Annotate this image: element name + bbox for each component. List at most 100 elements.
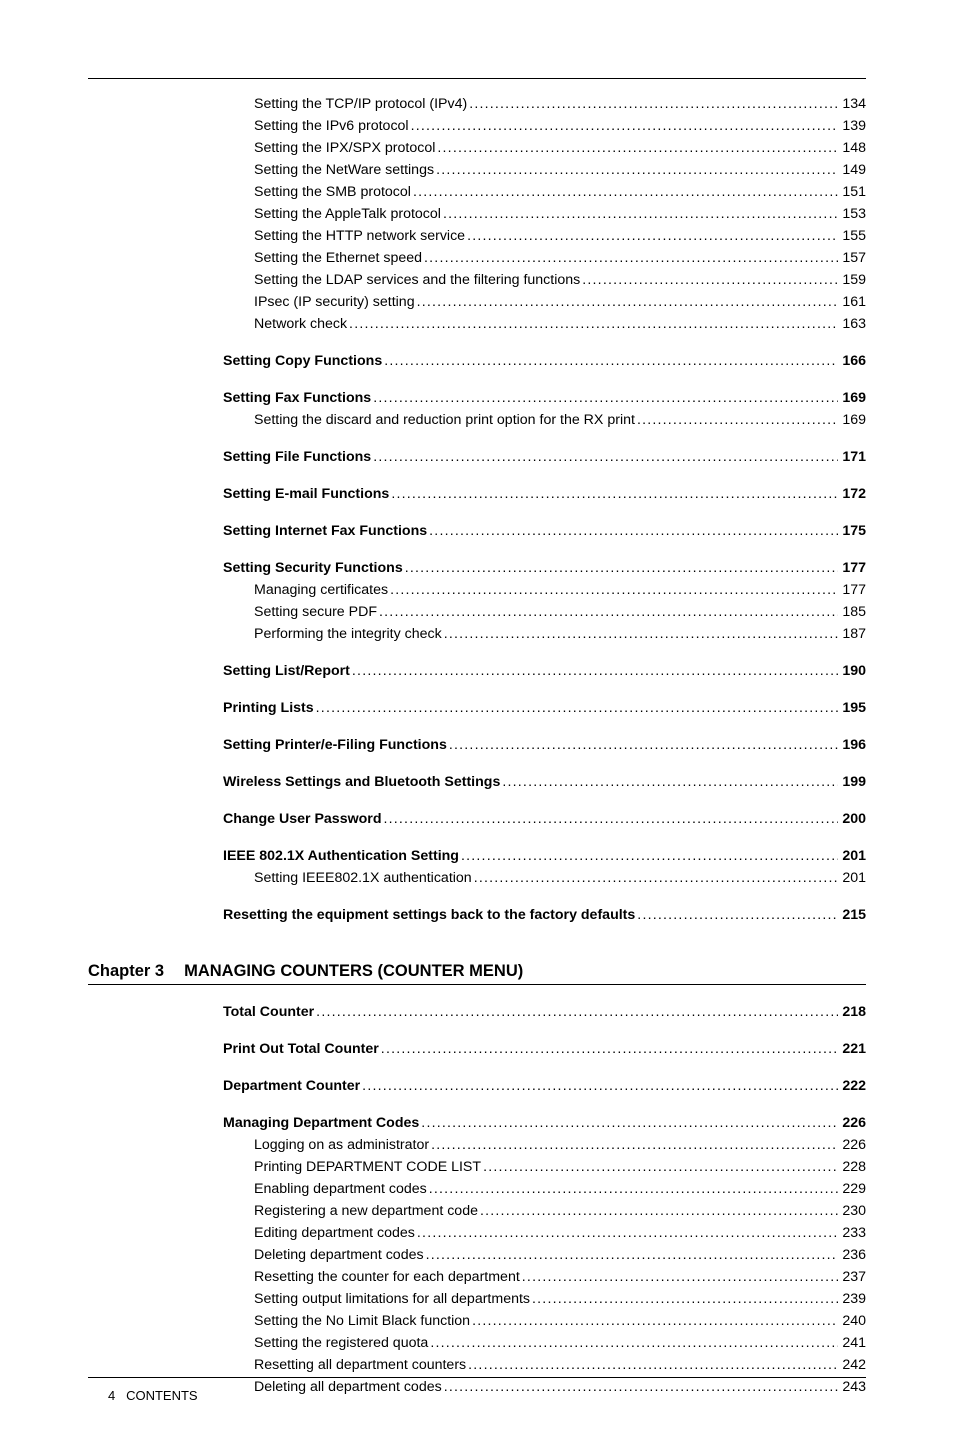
- toc-leader: ........................................…: [377, 601, 838, 623]
- toc-row[interactable]: Setting the discard and reduction print …: [88, 409, 866, 431]
- toc-row[interactable]: Total Counter ..........................…: [88, 1001, 866, 1023]
- toc-page: 222: [838, 1075, 866, 1097]
- toc-page: 169: [838, 387, 866, 409]
- toc-row[interactable]: Performing the integrity check .........…: [88, 623, 866, 645]
- toc-page: 171: [838, 446, 866, 468]
- toc-row[interactable]: Setting Fax Functions ..................…: [88, 387, 866, 409]
- toc-label: Printing Lists: [223, 697, 314, 719]
- toc-leader: ........................................…: [388, 579, 838, 601]
- toc-row[interactable]: Setting Security Functions .............…: [88, 557, 866, 579]
- toc-leader: ........................................…: [347, 313, 838, 335]
- toc-row[interactable]: Setting E-mail Functions ...............…: [88, 483, 866, 505]
- toc-page: 237: [838, 1266, 866, 1288]
- toc-leader: ........................................…: [441, 203, 838, 225]
- toc-label: Setting output limitations for all depar…: [254, 1288, 530, 1310]
- toc-row[interactable]: Print Out Total Counter ................…: [88, 1038, 866, 1060]
- toc-leader: ........................................…: [419, 1112, 838, 1134]
- toc-row[interactable]: Change User Password ...................…: [88, 808, 866, 830]
- toc-leader: ........................................…: [435, 137, 838, 159]
- toc-row[interactable]: Editing department codes ...............…: [88, 1222, 866, 1244]
- toc-row[interactable]: Resetting the equipment settings back to…: [88, 904, 866, 926]
- toc-label: Setting the NetWare settings: [254, 159, 434, 181]
- chapter-heading: Chapter 3 MANAGING COUNTERS (COUNTER MEN…: [88, 962, 866, 985]
- toc-label: Print Out Total Counter: [223, 1038, 379, 1060]
- toc-label: Deleting department codes: [254, 1244, 424, 1266]
- toc-group: Setting the TCP/IP protocol (IPv4) .....…: [88, 93, 866, 335]
- toc-leader: ........................................…: [350, 660, 838, 682]
- toc-label: Performing the integrity check: [254, 623, 442, 645]
- toc-group: IEEE 802.1X Authentication Setting .....…: [88, 845, 866, 889]
- toc-group: Managing Department Codes ..............…: [88, 1112, 866, 1398]
- toc-label: Editing department codes: [254, 1222, 415, 1244]
- toc-row[interactable]: Managing Department Codes ..............…: [88, 1112, 866, 1134]
- toc-page: 200: [838, 808, 866, 830]
- toc-leader: ........................................…: [465, 225, 838, 247]
- toc-page: 187: [838, 623, 866, 645]
- toc-row[interactable]: Registering a new department code ......…: [88, 1200, 866, 1222]
- toc-row[interactable]: Network check ..........................…: [88, 313, 866, 335]
- toc-row[interactable]: Resetting all department counters ......…: [88, 1354, 866, 1376]
- toc-label: Resetting the counter for each departmen…: [254, 1266, 520, 1288]
- toc-label: Setting the IPv6 protocol: [254, 115, 409, 137]
- toc-row[interactable]: Wireless Settings and Bluetooth Settings…: [88, 771, 866, 793]
- toc-label: Setting Copy Functions: [223, 350, 382, 372]
- toc-row[interactable]: Deleting all department codes ..........…: [88, 1376, 866, 1398]
- toc-label: Setting Internet Fax Functions: [223, 520, 427, 542]
- toc-row[interactable]: Setting Copy Functions .................…: [88, 350, 866, 372]
- toc-page: 190: [838, 660, 866, 682]
- toc-group: Total Counter ..........................…: [88, 1001, 866, 1023]
- toc-page: 177: [838, 557, 866, 579]
- toc-row[interactable]: Setting the Ethernet speed .............…: [88, 247, 866, 269]
- toc-leader: ........................................…: [481, 1156, 838, 1178]
- chapter-block: Chapter 3 MANAGING COUNTERS (COUNTER MEN…: [88, 962, 866, 1398]
- toc-leader: ........................................…: [472, 867, 839, 889]
- toc-row[interactable]: Setting File Functions .................…: [88, 446, 866, 468]
- toc-row[interactable]: Setting the LDAP services and the filter…: [88, 269, 866, 291]
- toc-row[interactable]: Setting the TCP/IP protocol (IPv4) .....…: [88, 93, 866, 115]
- toc-row[interactable]: Managing certificates ..................…: [88, 579, 866, 601]
- toc-label: Setting Fax Functions: [223, 387, 371, 409]
- footer-label: CONTENTS: [126, 1388, 198, 1403]
- toc-row[interactable]: Printing Lists .........................…: [88, 697, 866, 719]
- toc-row[interactable]: Printing DEPARTMENT CODE LIST ..........…: [88, 1156, 866, 1178]
- toc-leader: ........................................…: [635, 409, 838, 431]
- toc-row[interactable]: IPsec (IP security) setting ............…: [88, 291, 866, 313]
- toc-row[interactable]: Setting the SMB protocol ...............…: [88, 181, 866, 203]
- toc-page: 201: [838, 867, 866, 889]
- toc-row[interactable]: Setting List/Report ....................…: [88, 660, 866, 682]
- toc-leader: ........................................…: [314, 1001, 838, 1023]
- toc-group: Print Out Total Counter ................…: [88, 1038, 866, 1060]
- toc-label: Registering a new department code: [254, 1200, 478, 1222]
- footer-page-number: 4: [108, 1388, 115, 1403]
- toc-row[interactable]: Logging on as administrator ............…: [88, 1134, 866, 1156]
- toc-row[interactable]: Setting the No Limit Black function ....…: [88, 1310, 866, 1332]
- toc-row[interactable]: Setting the IPv6 protocol ..............…: [88, 115, 866, 137]
- toc-row[interactable]: Setting secure PDF .....................…: [88, 601, 866, 623]
- toc-group: Resetting the equipment settings back to…: [88, 904, 866, 926]
- toc-leader: ........................................…: [459, 845, 838, 867]
- toc-leader: ........................................…: [427, 520, 838, 542]
- toc-row[interactable]: Setting the NetWare settings ...........…: [88, 159, 866, 181]
- toc-label: Setting E-mail Functions: [223, 483, 389, 505]
- toc-label: Setting the LDAP services and the filter…: [254, 269, 580, 291]
- toc-leader: ........................................…: [467, 93, 838, 115]
- toc-group: Setting List/Report ....................…: [88, 660, 866, 682]
- toc-page: 236: [838, 1244, 866, 1266]
- toc-row[interactable]: Setting the AppleTalk protocol .........…: [88, 203, 866, 225]
- toc-row[interactable]: Setting the IPX/SPX protocol ...........…: [88, 137, 866, 159]
- toc-row[interactable]: Setting the HTTP network service .......…: [88, 225, 866, 247]
- toc-row[interactable]: IEEE 802.1X Authentication Setting .....…: [88, 845, 866, 867]
- toc-row[interactable]: Enabling department codes ..............…: [88, 1178, 866, 1200]
- toc-row[interactable]: Setting IEEE802.1X authentication ......…: [88, 867, 866, 889]
- toc-page: 218: [838, 1001, 866, 1023]
- toc-row[interactable]: Department Counter .....................…: [88, 1075, 866, 1097]
- toc-row[interactable]: Setting Printer/e-Filing Functions .....…: [88, 734, 866, 756]
- toc-row[interactable]: Setting output limitations for all depar…: [88, 1288, 866, 1310]
- toc-row[interactable]: Resetting the counter for each departmen…: [88, 1266, 866, 1288]
- toc-page: 177: [838, 579, 866, 601]
- toc-row[interactable]: Deleting department codes ..............…: [88, 1244, 866, 1266]
- toc-page: 239: [838, 1288, 866, 1310]
- toc-label: IPsec (IP security) setting: [254, 291, 415, 313]
- toc-row[interactable]: Setting Internet Fax Functions .........…: [88, 520, 866, 542]
- toc-label: Setting IEEE802.1X authentication: [254, 867, 472, 889]
